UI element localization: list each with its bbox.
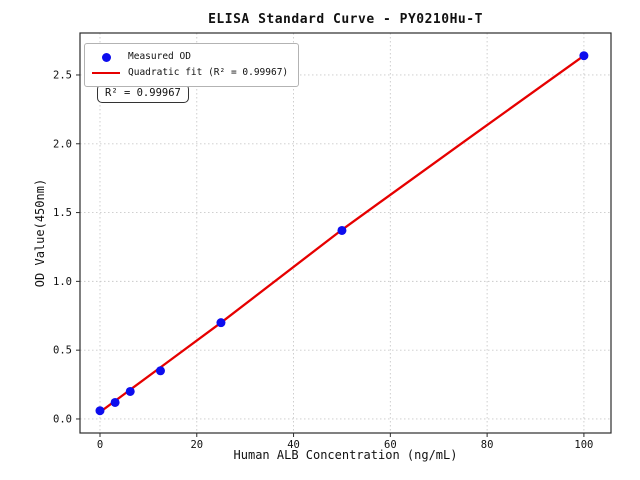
y-tick-label: 0.0 — [53, 413, 72, 425]
data-point — [125, 386, 135, 396]
chart-title: ELISA Standard Curve - PY0210Hu-T — [208, 12, 483, 27]
data-point — [155, 366, 165, 376]
legend-label-fit: Quadratic fit (R² = 0.99967) — [128, 67, 289, 78]
x-tick-label: 0 — [97, 439, 103, 451]
legend-label-measured: Measured OD — [128, 51, 191, 62]
x-tick-label: 20 — [190, 439, 203, 451]
plot-border — [79, 32, 612, 434]
data-point — [216, 318, 226, 328]
legend-sample-fit — [91, 72, 121, 74]
data-point — [337, 225, 347, 235]
y-tick-label: 1.5 — [53, 207, 72, 219]
x-tick-label: 60 — [384, 439, 397, 451]
y-tick-label: 2.5 — [53, 69, 72, 81]
r-squared-annotation: R² = 0.99967 — [97, 84, 189, 103]
x-axis-label: Human ALB Concentration (ng/mL) — [233, 448, 458, 462]
y-tick-label: 2.0 — [53, 138, 72, 150]
legend-sample-measured — [91, 52, 121, 62]
x-tick-label: 100 — [574, 439, 593, 451]
legend: Measured OD Quadratic fit (R² = 0.99967) — [84, 43, 300, 87]
scatter-marker-icon — [101, 52, 111, 62]
x-tick-label: 80 — [481, 439, 494, 451]
y-tick-label: 0.5 — [53, 345, 72, 357]
x-tick-label: 40 — [287, 439, 300, 451]
quadratic-fit-line — [98, 54, 586, 414]
y-tick-label: 1.0 — [53, 276, 72, 288]
legend-item-measured-od: Measured OD — [91, 49, 288, 65]
legend-item-quadratic-fit: Quadratic fit (R² = 0.99967) — [91, 65, 288, 81]
y-axis-label: OD Value(450nm) — [33, 178, 47, 288]
data-point — [110, 397, 120, 407]
data-point — [579, 51, 589, 61]
data-point — [95, 406, 105, 416]
fit-line-icon — [92, 72, 120, 74]
